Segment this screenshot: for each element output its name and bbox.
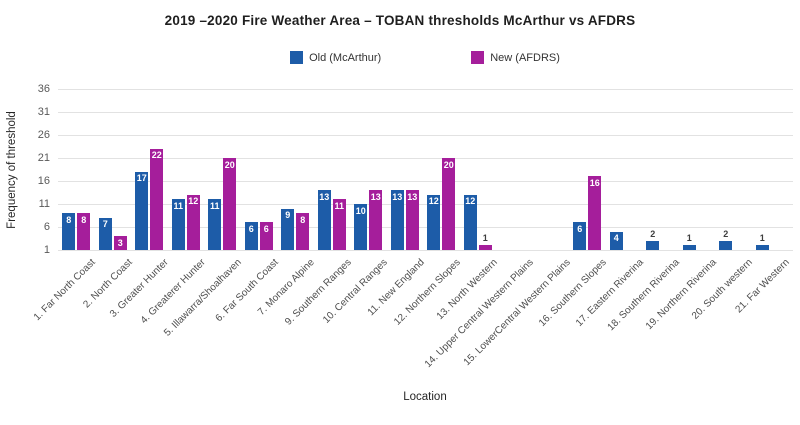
bar-new — [588, 176, 602, 250]
legend-label-old: Old (McArthur) — [309, 51, 382, 64]
bar-old — [682, 245, 696, 250]
bar-old — [755, 245, 769, 250]
bar-value-label: 11 — [209, 200, 220, 211]
bar-new — [442, 158, 456, 250]
bar-value-label: 1 — [482, 233, 488, 244]
bar-old — [281, 208, 295, 250]
legend-swatch-new — [471, 51, 485, 64]
bar-value-label: 8 — [300, 214, 306, 225]
bar-value-label: 6 — [248, 223, 254, 234]
gridline — [58, 135, 793, 136]
y-tick-label: 11 — [38, 197, 50, 210]
legend-swatch-old — [290, 51, 304, 64]
bar-value-label: 20 — [224, 159, 235, 170]
bar-value-label: 12 — [465, 196, 476, 207]
bar-value-label: 6 — [577, 223, 583, 234]
bar-value-label: 12 — [428, 196, 439, 207]
bar-value-label: 13 — [319, 191, 330, 202]
y-tick-label: 36 — [37, 82, 50, 95]
bar-new — [405, 190, 419, 250]
x-tick-label: 14. Upper Central Western Plains — [423, 257, 537, 370]
x-tick-label: 3. Greater Hunter — [108, 257, 172, 320]
bar-value-label: 8 — [81, 214, 87, 225]
bar-old — [208, 199, 222, 250]
gridline — [58, 250, 793, 251]
chart-title: 2019 –2020 Fire Weather Area – TOBAN thr… — [164, 13, 636, 28]
bar-value-label: 20 — [443, 159, 454, 170]
y-tick-label: 26 — [37, 128, 50, 141]
bar-value-label: 13 — [392, 191, 403, 202]
bar-value-label: 2 — [650, 228, 656, 239]
x-tick-label: 16. Southern Slopes — [537, 257, 610, 329]
bar-value-label: 10 — [355, 205, 366, 216]
bar-old — [609, 231, 623, 250]
bar-old — [62, 213, 76, 250]
bar-value-label: 8 — [66, 214, 72, 225]
bar-value-label: 13 — [407, 191, 418, 202]
bar-new — [186, 194, 200, 250]
x-tick-label: 5. Illawarra/Shoalhaven — [162, 257, 245, 339]
bar-value-label: 13 — [370, 191, 381, 202]
bar-old — [354, 204, 368, 250]
bar-old — [573, 222, 587, 250]
gridline — [58, 112, 793, 113]
bar-old — [135, 171, 149, 250]
bar-value-label: 3 — [117, 237, 123, 248]
y-tick-label: 16 — [37, 174, 50, 187]
bar-value-label: 22 — [151, 150, 162, 161]
legend-item-old: Old (McArthur) — [290, 51, 381, 64]
x-axis-title: Location — [403, 391, 447, 403]
y-tick-label: 6 — [43, 220, 50, 233]
bar-old — [317, 190, 331, 250]
x-tick-label: 18. Southern Riverina — [605, 257, 683, 334]
bar-new — [332, 199, 346, 250]
gridline — [58, 181, 793, 182]
legend-label-new: New (AFDRS) — [490, 51, 560, 64]
bar-value-label: 1 — [759, 233, 765, 244]
x-tick-label: 10. Central Ranges — [321, 257, 391, 326]
bar-value-label: 17 — [136, 173, 147, 184]
gridline — [58, 89, 793, 90]
bar-new — [113, 236, 127, 250]
bar-value-label: 7 — [102, 219, 108, 230]
bar-value-label: 16 — [589, 177, 600, 188]
bar-value-label: 12 — [188, 196, 199, 207]
y-tick-label: 1 — [43, 243, 50, 256]
bar-old — [244, 222, 258, 250]
bar-new — [259, 222, 273, 250]
bar-old — [98, 217, 112, 250]
bar-value-label: 6 — [263, 223, 269, 234]
bar-new — [296, 213, 310, 250]
x-tick-label: 7. Monaro Alpine — [256, 257, 318, 318]
bar-old — [390, 190, 404, 250]
legend-item-new: New (AFDRS) — [471, 51, 560, 64]
bar-new — [478, 245, 492, 250]
legend: Old (McArthur) New (AFDRS) — [58, 51, 792, 64]
bar-old — [427, 194, 441, 250]
bar-value-label: 11 — [173, 200, 183, 211]
x-tick-label: 20. South western — [690, 257, 756, 322]
gridline — [58, 204, 793, 205]
bar-old — [646, 240, 660, 250]
bar-new — [223, 158, 237, 250]
bar-value-label: 2 — [723, 228, 729, 239]
bar-old — [719, 240, 733, 250]
bar-new — [150, 148, 164, 250]
bar-new — [369, 190, 383, 250]
bar-value-label: 11 — [334, 200, 344, 211]
bar-value-label: 4 — [613, 233, 619, 244]
bar-old — [171, 199, 185, 250]
bar-value-label: 1 — [686, 233, 692, 244]
gridline — [58, 158, 793, 159]
gridline — [58, 227, 793, 228]
y-tick-label: 31 — [37, 105, 50, 118]
bar-old — [463, 194, 477, 250]
y-tick-label: 21 — [37, 151, 50, 164]
x-tick-label: 12. Northern Slopes — [392, 257, 464, 328]
bar-value-label: 9 — [285, 210, 291, 221]
y-axis-title: Frequency of threshold — [6, 111, 18, 229]
bar-new — [77, 213, 91, 250]
